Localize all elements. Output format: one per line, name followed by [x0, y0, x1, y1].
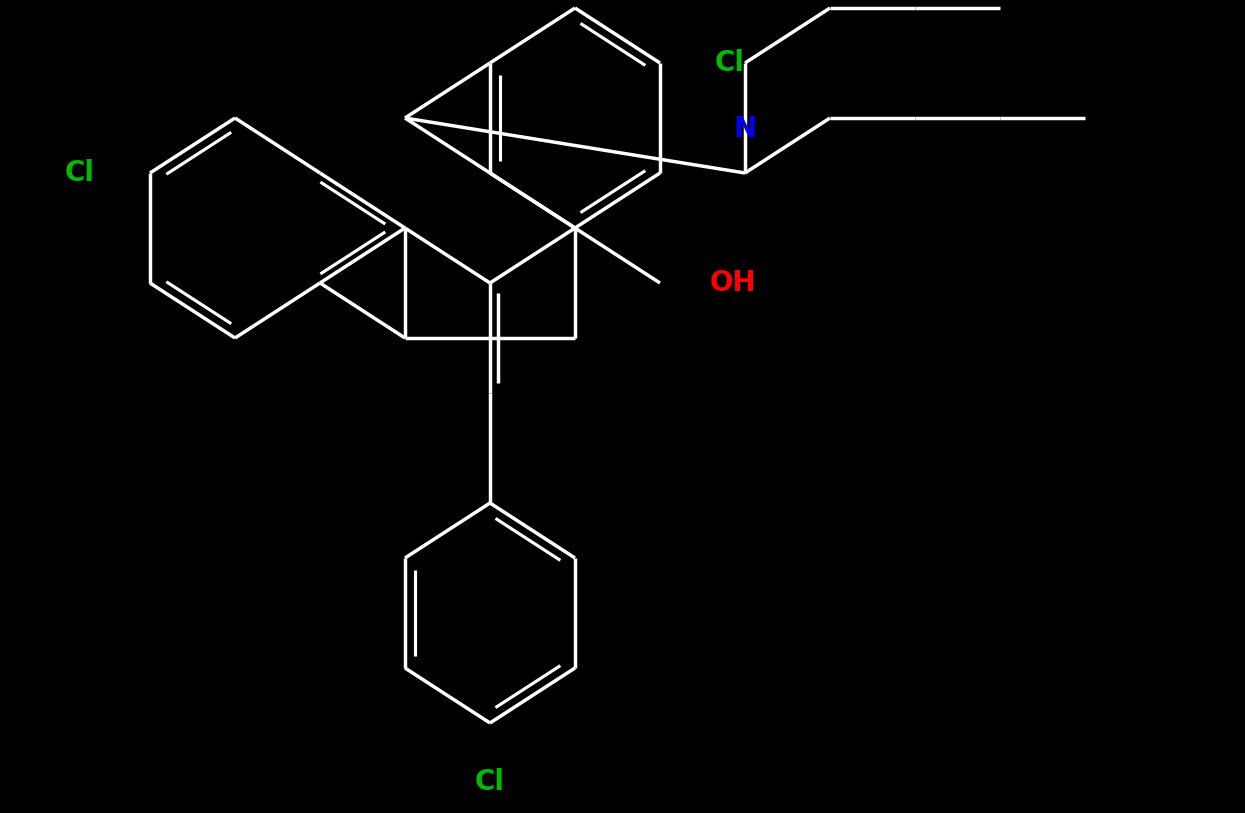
Text: Cl: Cl [715, 49, 745, 77]
Text: Cl: Cl [476, 768, 505, 796]
Text: Cl: Cl [65, 159, 95, 187]
Text: OH: OH [710, 269, 757, 297]
Text: N: N [733, 115, 757, 143]
